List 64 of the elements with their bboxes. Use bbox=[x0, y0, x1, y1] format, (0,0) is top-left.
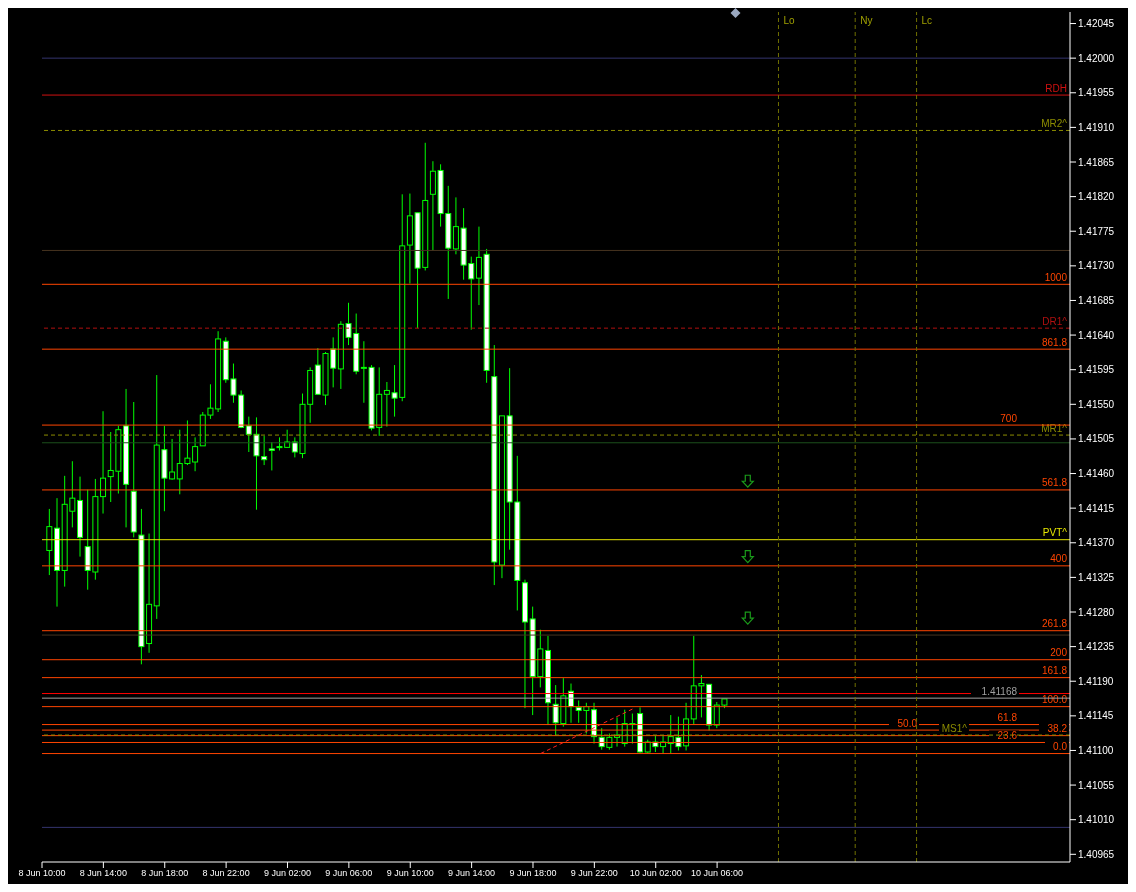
ref-line-label: 100.0 bbox=[1041, 694, 1068, 706]
candlestick bbox=[268, 441, 275, 471]
y-tick-label: 1.41595 bbox=[1078, 364, 1115, 376]
y-tick-label: 1.41190 bbox=[1078, 675, 1114, 687]
ref-line-label: 0.0 bbox=[1053, 741, 1068, 753]
y-tick-label: 1.41865 bbox=[1078, 156, 1115, 168]
y-tick-label: 1.42045 bbox=[1078, 18, 1115, 30]
ref-line-label: 38.2 bbox=[1047, 723, 1068, 735]
y-tick-label: 1.41415 bbox=[1078, 502, 1115, 514]
ref-line-label: MR2^ bbox=[1041, 117, 1068, 129]
ref-line-label: 700 bbox=[1000, 412, 1018, 424]
ref-line-label: 261.8 bbox=[1041, 618, 1068, 630]
ref-line-label: 161.8 bbox=[1041, 665, 1068, 677]
x-tick-label: 9 Jun 18:00 bbox=[509, 868, 557, 879]
y-tick-label: 1.41325 bbox=[1078, 571, 1115, 583]
x-tick-label: 9 Jun 22:00 bbox=[570, 868, 618, 879]
y-tick-label: 1.41235 bbox=[1078, 641, 1115, 653]
ref-line-label: DR1^ bbox=[1042, 315, 1068, 327]
ref-line-label: 23.6 bbox=[997, 729, 1018, 741]
y-tick-label: 1.41955 bbox=[1078, 87, 1115, 99]
x-tick-label: 10 Jun 06:00 bbox=[691, 868, 744, 879]
ref-line-label: MS1^ bbox=[941, 722, 968, 734]
y-tick-label: 1.42000 bbox=[1078, 52, 1115, 64]
y-tick-label: 1.41100 bbox=[1078, 745, 1114, 757]
y-tick-label: 1.40965 bbox=[1078, 848, 1115, 860]
y-tick-label: 1.41640 bbox=[1078, 329, 1115, 341]
x-tick-label: 8 Jun 14:00 bbox=[79, 868, 127, 879]
y-tick-label: 1.41910 bbox=[1078, 121, 1115, 133]
candlestick bbox=[46, 508, 53, 576]
ref-line-label: 50.0 bbox=[897, 717, 918, 729]
y-tick-label: 1.41370 bbox=[1078, 537, 1115, 549]
ref-line-label: 1000 bbox=[1044, 271, 1068, 283]
ref-line-label: PVT^ bbox=[1042, 527, 1068, 539]
x-tick-label: 10 Jun 02:00 bbox=[629, 868, 682, 879]
ref-line-label: 561.8 bbox=[1041, 477, 1068, 489]
y-tick-label: 1.41505 bbox=[1078, 433, 1115, 445]
ref-line-label: 400 bbox=[1050, 553, 1068, 565]
y-tick-label: 1.41460 bbox=[1078, 468, 1115, 480]
y-tick-label: 1.41145 bbox=[1078, 710, 1114, 722]
y-tick-label: 1.41010 bbox=[1078, 814, 1115, 826]
ref-line-label: RDH bbox=[1045, 82, 1067, 94]
x-tick-label: 8 Jun 10:00 bbox=[18, 868, 66, 879]
x-tick-label: 8 Jun 18:00 bbox=[141, 868, 189, 879]
ref-line-label: Lo bbox=[783, 15, 796, 27]
ref-line-label: 61.8 bbox=[997, 712, 1018, 724]
ref-line-label: 861.8 bbox=[1041, 336, 1068, 348]
x-tick-label: 9 Jun 10:00 bbox=[386, 868, 434, 879]
y-tick-label: 1.41775 bbox=[1078, 225, 1115, 237]
x-tick-label: 9 Jun 02:00 bbox=[263, 868, 312, 879]
ref-line-label: Lc bbox=[921, 15, 933, 27]
y-tick-label: 1.41055 bbox=[1078, 779, 1115, 791]
ref-line-label: MR1^ bbox=[1041, 422, 1068, 434]
candlestick bbox=[261, 435, 268, 466]
ref-line-label: 1.41168 bbox=[981, 685, 1018, 697]
x-tick-label: 9 Jun 06:00 bbox=[325, 868, 373, 879]
y-tick-label: 1.41685 bbox=[1078, 295, 1115, 307]
y-tick-label: 1.41280 bbox=[1078, 606, 1115, 618]
ref-line-label: Ny bbox=[860, 15, 873, 27]
y-tick-label: 1.41730 bbox=[1078, 260, 1115, 272]
x-tick-label: 8 Jun 22:00 bbox=[202, 868, 250, 879]
ref-line-label: 200 bbox=[1050, 647, 1068, 659]
y-tick-label: 1.41550 bbox=[1078, 398, 1115, 410]
x-tick-label: 9 Jun 14:00 bbox=[448, 868, 496, 879]
y-tick-label: 1.41820 bbox=[1078, 191, 1115, 203]
